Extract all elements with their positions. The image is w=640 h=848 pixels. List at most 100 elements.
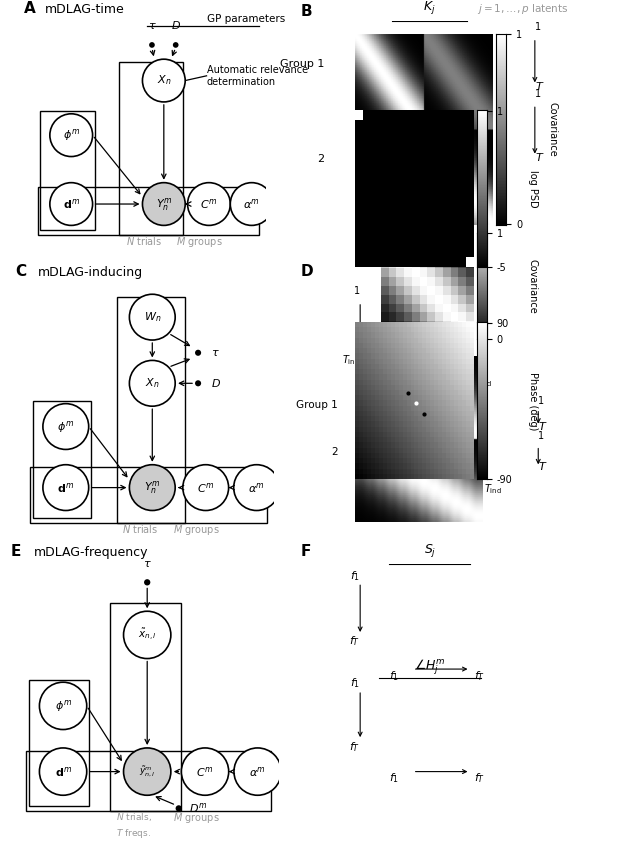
Circle shape <box>230 182 273 226</box>
Circle shape <box>129 360 175 406</box>
Text: B: B <box>301 4 312 19</box>
Text: $N$ trials,: $N$ trials, <box>116 811 152 823</box>
Text: 1: 1 <box>535 89 541 99</box>
Circle shape <box>40 748 87 795</box>
Text: $T$: $T$ <box>535 151 545 164</box>
Text: 1: 1 <box>535 21 541 31</box>
Text: $f_T$: $f_T$ <box>349 739 360 754</box>
Text: $T$ freqs.: $T$ freqs. <box>116 827 150 840</box>
Circle shape <box>183 465 228 510</box>
Circle shape <box>43 404 89 449</box>
Text: $\angle H_j^m$: $\angle H_j^m$ <box>414 657 445 677</box>
Circle shape <box>50 114 93 157</box>
Text: $f_1$: $f_1$ <box>389 669 399 683</box>
Bar <box>116 297 186 523</box>
Text: $M$ groups: $M$ groups <box>173 523 220 538</box>
Circle shape <box>195 380 201 387</box>
Circle shape <box>43 465 89 510</box>
Circle shape <box>129 294 175 340</box>
Text: $j=1,\ldots,p$ latents: $j=1,\ldots,p$ latents <box>477 3 569 16</box>
Text: Group 1: Group 1 <box>296 400 338 410</box>
Text: Phase (deg): Phase (deg) <box>528 372 538 430</box>
Text: $T$: $T$ <box>538 460 548 471</box>
Circle shape <box>124 611 171 659</box>
Text: $\alpha^m$: $\alpha^m$ <box>248 481 265 494</box>
Text: A: A <box>24 2 35 16</box>
Text: $D$: $D$ <box>211 377 221 389</box>
Text: $\phi^m$: $\phi^m$ <box>57 419 74 434</box>
Text: $K_j$: $K_j$ <box>424 0 436 16</box>
Text: $\phi^m$: $\phi^m$ <box>63 127 80 143</box>
Bar <box>33 401 92 518</box>
Text: $C^m$: $C^m$ <box>200 197 218 211</box>
Text: mDLAG-frequency: mDLAG-frequency <box>34 545 148 559</box>
Bar <box>30 467 267 523</box>
Text: $S_j$: $S_j$ <box>424 542 436 559</box>
Text: $K_j^w$: $K_j^w$ <box>420 259 439 279</box>
Text: $Y_n^m$: $Y_n^m$ <box>144 479 161 496</box>
Text: 2: 2 <box>332 447 338 457</box>
Bar <box>29 679 90 806</box>
Text: 1: 1 <box>538 432 545 441</box>
Text: $X_n$: $X_n$ <box>145 377 159 390</box>
Text: $\phi^m$: $\phi^m$ <box>54 698 72 714</box>
Circle shape <box>50 182 93 226</box>
Text: $\alpha^m$: $\alpha^m$ <box>249 765 266 778</box>
Bar <box>26 750 271 811</box>
Text: $\mathbf{d}^m$: $\mathbf{d}^m$ <box>57 481 74 494</box>
Text: GP parameters: GP parameters <box>207 14 285 24</box>
Text: $T_{\mathrm{ind}}$: $T_{\mathrm{ind}}$ <box>342 353 360 366</box>
Text: $W_n$: $W_n$ <box>143 310 161 324</box>
Text: $M$ groups: $M$ groups <box>176 235 223 249</box>
Text: $M$ groups: $M$ groups <box>173 811 220 825</box>
Text: $\alpha^m$: $\alpha^m$ <box>243 197 260 211</box>
Text: $T_{\mathrm{ind}}$: $T_{\mathrm{ind}}$ <box>484 483 502 496</box>
Text: $\tau$: $\tau$ <box>211 348 220 358</box>
Bar <box>110 604 181 811</box>
Text: $K_j^{xw}$: $K_j^{xw}$ <box>418 371 442 391</box>
Text: mDLAG-time: mDLAG-time <box>45 3 125 16</box>
Text: 1: 1 <box>376 483 381 493</box>
Text: D: D <box>301 264 314 279</box>
Text: $T$: $T$ <box>535 80 545 92</box>
Circle shape <box>144 579 150 585</box>
Text: $D$: $D$ <box>171 19 180 31</box>
Circle shape <box>173 42 179 47</box>
Text: $C^m$: $C^m$ <box>197 481 214 494</box>
Bar <box>38 187 259 235</box>
Circle shape <box>149 42 155 47</box>
Text: Automatic relevance
determination: Automatic relevance determination <box>207 65 308 86</box>
Text: $f_T$: $f_T$ <box>474 772 485 785</box>
Bar <box>40 111 95 230</box>
Text: $\tilde{y}_{n,l}^m$: $\tilde{y}_{n,l}^m$ <box>139 765 156 778</box>
Text: $f_1$: $f_1$ <box>350 569 360 583</box>
Text: $T$: $T$ <box>538 421 548 432</box>
Text: mDLAG-inducing: mDLAG-inducing <box>38 266 143 279</box>
Text: $\mathbf{d}^m$: $\mathbf{d}^m$ <box>54 765 72 778</box>
Text: 1: 1 <box>354 287 360 296</box>
Text: $f_1$: $f_1$ <box>389 772 399 785</box>
Circle shape <box>124 748 171 795</box>
Text: 2: 2 <box>317 154 324 164</box>
Circle shape <box>40 682 87 729</box>
Text: $N$ trials: $N$ trials <box>126 235 162 247</box>
Circle shape <box>188 182 230 226</box>
Text: $\tau$: $\tau$ <box>148 20 156 31</box>
Text: $f_T$: $f_T$ <box>349 634 360 649</box>
Circle shape <box>175 806 182 812</box>
Text: $\tau$: $\tau$ <box>143 559 152 569</box>
Text: 1: 1 <box>538 396 545 405</box>
Circle shape <box>195 349 201 356</box>
Text: F: F <box>301 544 311 559</box>
Circle shape <box>234 465 280 510</box>
Circle shape <box>181 748 228 795</box>
Circle shape <box>129 465 175 510</box>
Text: Group 1: Group 1 <box>384 259 428 269</box>
Text: E: E <box>10 544 21 559</box>
Text: Group 1: Group 1 <box>280 59 324 69</box>
Text: $\tilde{x}_{n,l}$: $\tilde{x}_{n,l}$ <box>138 627 157 643</box>
Text: Covariance: Covariance <box>547 103 557 157</box>
Text: log PSD: log PSD <box>528 170 538 208</box>
Text: 2: 2 <box>481 259 488 269</box>
Bar <box>118 62 183 235</box>
